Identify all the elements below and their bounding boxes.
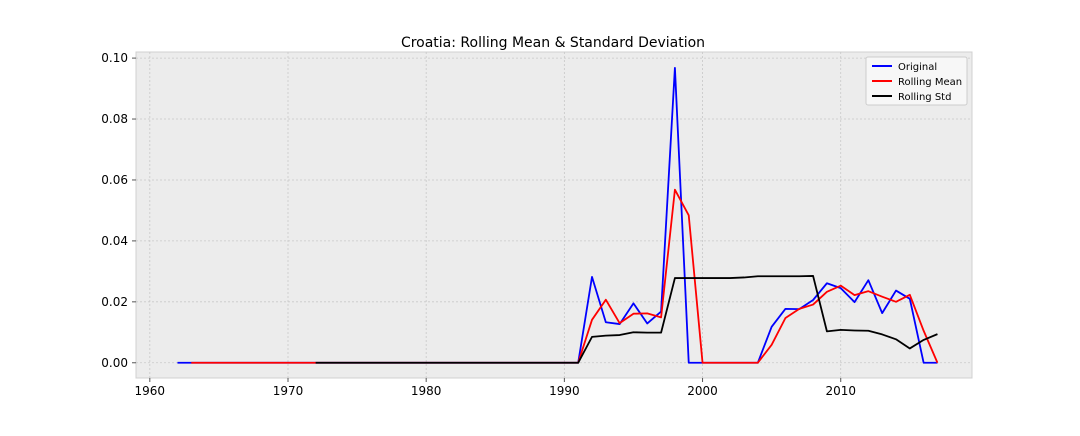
y-tick-label: 0.00 bbox=[101, 356, 128, 370]
plot-area bbox=[135, 51, 973, 379]
y-tick-label: 0.08 bbox=[101, 112, 128, 126]
x-tick-label: 1970 bbox=[273, 384, 304, 398]
series-line-rolling-std bbox=[315, 275, 938, 364]
y-tick-label: 0.02 bbox=[101, 295, 128, 309]
legend-label: Original bbox=[898, 62, 937, 73]
x-tick-label: 1960 bbox=[135, 384, 166, 398]
y-tick-label: 0.04 bbox=[101, 234, 128, 248]
x-tick-label: 1980 bbox=[411, 384, 442, 398]
chart-title: Croatia: Rolling Mean & Standard Deviati… bbox=[401, 35, 705, 51]
series-layer bbox=[177, 66, 939, 364]
x-axis: 1960 1970 1980 1990 2000 2010 bbox=[135, 378, 856, 398]
y-tick-label: 0.10 bbox=[101, 51, 128, 65]
y-tick-label: 0.06 bbox=[101, 173, 128, 187]
y-axis: 0.00 0.02 0.04 0.06 0.08 0.10 bbox=[101, 51, 136, 370]
legend-box bbox=[865, 56, 968, 106]
x-tick-label: 1990 bbox=[549, 384, 580, 398]
x-tick-label: 2000 bbox=[687, 384, 718, 398]
legend-label: Rolling Std bbox=[898, 92, 951, 103]
x-tick-label: 2010 bbox=[825, 384, 856, 398]
legend-label: Rolling Mean bbox=[898, 77, 962, 88]
legend: Original Rolling Mean Rolling Std bbox=[865, 56, 968, 106]
